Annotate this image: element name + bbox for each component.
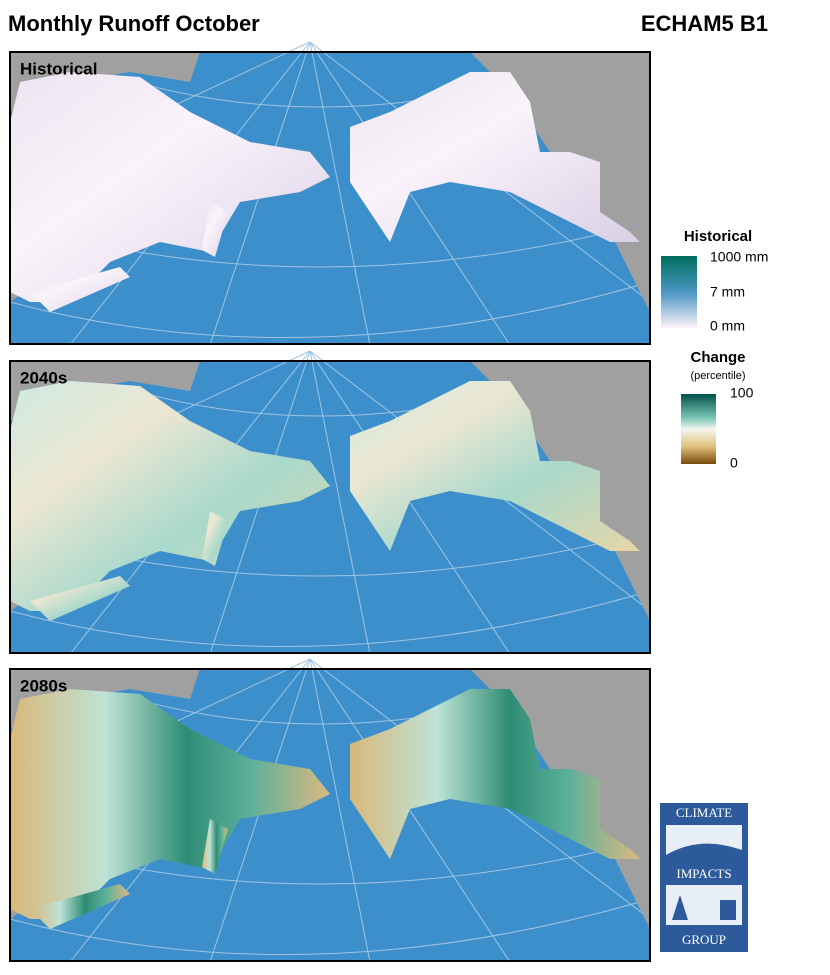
- panel-label: 2080s: [20, 676, 67, 695]
- legend-title: Change: [690, 349, 745, 366]
- legend-tick: 100: [730, 385, 754, 401]
- logo-text: CLIMATE: [676, 805, 732, 820]
- color-bar: [681, 394, 716, 464]
- legend-tick: 7 mm: [710, 284, 745, 300]
- legend-tick: 0 mm: [710, 318, 745, 334]
- panel-frame: [9, 360, 651, 654]
- legend-title: Historical: [684, 228, 752, 245]
- legend-subtitle: (percentile): [690, 370, 745, 382]
- panel-frame: [9, 51, 651, 345]
- logo-text: IMPACTS: [676, 866, 731, 881]
- map-panels: Historical 2040s 2080s: [9, 41, 651, 963]
- model-label: ECHAM5 B1: [641, 11, 768, 36]
- map-panel: 2040s: [9, 350, 651, 655]
- map-panel: Historical: [9, 41, 651, 346]
- panel-label: 2040s: [20, 368, 67, 387]
- logo-text: GROUP: [682, 932, 726, 947]
- title: Monthly Runoff October: [8, 11, 260, 36]
- panel-frame: [9, 668, 651, 962]
- logo: CLIMATE IMPACTS GROUP: [660, 803, 748, 952]
- legend-tick: 0: [730, 455, 738, 471]
- panel-label: Historical: [20, 59, 97, 78]
- legend-tick: 1000 mm: [710, 249, 768, 265]
- color-bar: [661, 256, 697, 328]
- map-panel: 2080s: [9, 658, 651, 963]
